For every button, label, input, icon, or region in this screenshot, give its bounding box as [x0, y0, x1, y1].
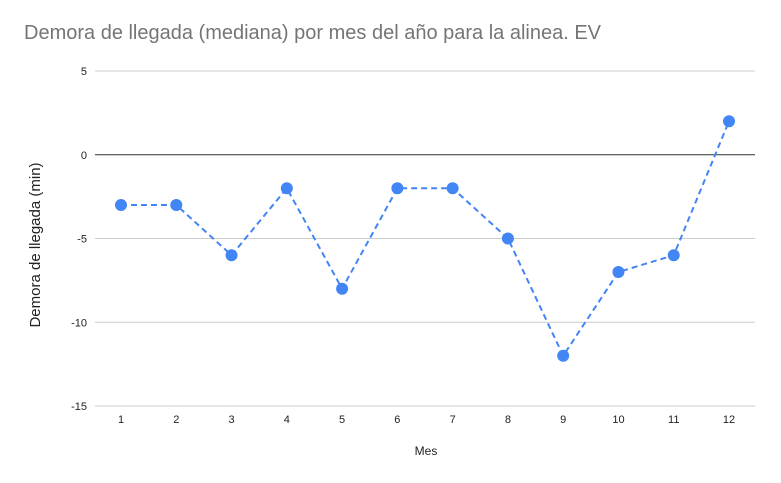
data-point[interactable] [446, 182, 459, 195]
x-tick-label: 4 [284, 414, 290, 426]
grid-layer [95, 70, 755, 407]
y-tick-label: 5 [81, 66, 87, 78]
y-tick-label: -5 [77, 234, 87, 246]
x-tick-label: 1 [118, 414, 124, 426]
series-line [121, 120, 730, 358]
data-point[interactable] [336, 282, 349, 295]
x-tick-label: 3 [228, 414, 234, 426]
y-tick-label: 0 [81, 150, 87, 162]
y-tick-label: -15 [71, 401, 87, 413]
x-tick-label: 7 [450, 414, 456, 426]
x-tick-label: 5 [339, 414, 345, 426]
data-point[interactable] [225, 249, 238, 262]
data-point[interactable] [557, 349, 570, 362]
x-tick-labels: 1 2 3 4 5 6 7 8 9 10 11 12 [118, 414, 735, 426]
x-tick-label: 11 [668, 414, 679, 426]
y-tick-labels: 5 0 -5 -10 -15 [71, 66, 87, 413]
x-tick-label: 6 [394, 414, 400, 426]
data-point[interactable] [280, 182, 293, 195]
data-point[interactable] [115, 199, 127, 211]
y-axis-label: Demora de llegada (min) [27, 162, 44, 327]
chart-title: Demora de llegada (mediana) por mes del … [24, 22, 602, 44]
data-point[interactable] [501, 232, 514, 245]
y-tick-label: -10 [71, 317, 87, 329]
series-line-layer [121, 120, 730, 358]
data-point[interactable] [667, 249, 680, 262]
x-tick-label: 9 [560, 414, 566, 426]
x-tick-label: 12 [723, 414, 735, 426]
x-tick-label: 8 [505, 414, 511, 426]
series-points-layer [115, 115, 735, 362]
x-tick-label: 2 [173, 414, 179, 426]
data-point[interactable] [723, 115, 735, 128]
x-tick-label: 10 [612, 414, 624, 426]
x-axis-label: Mes [415, 444, 438, 458]
data-point[interactable] [612, 266, 625, 278]
data-point[interactable] [391, 182, 404, 195]
data-point[interactable] [170, 199, 183, 211]
